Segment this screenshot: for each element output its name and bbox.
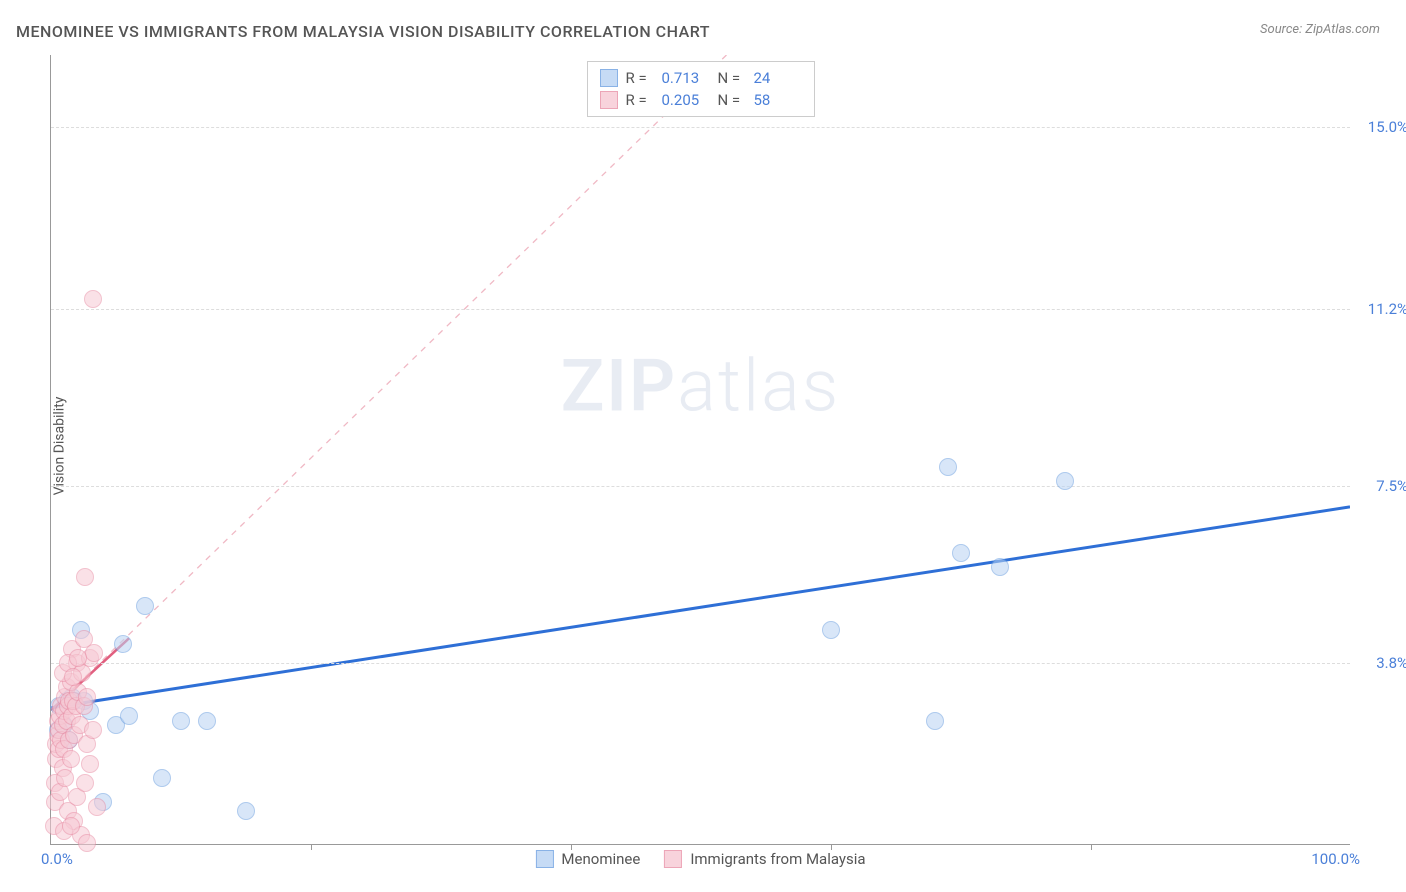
x-tick bbox=[311, 844, 312, 850]
data-point bbox=[198, 712, 216, 730]
stats-legend-row: R = 0.205 N = 58 bbox=[600, 89, 802, 111]
n-label: N = bbox=[718, 91, 746, 109]
r-value: 0.205 bbox=[662, 91, 710, 109]
chart-container: MENOMINEE VS IMMIGRANTS FROM MALAYSIA VI… bbox=[0, 0, 1406, 892]
legend-swatch bbox=[600, 69, 618, 87]
trend-lines-layer bbox=[51, 55, 1350, 844]
data-point bbox=[822, 621, 840, 639]
data-point bbox=[84, 721, 102, 739]
data-point bbox=[85, 644, 103, 662]
legend-item: Immigrants from Malaysia bbox=[664, 850, 865, 868]
plot-area: ZIPatlas R =0.713N =24R =0.205N =58 Meno… bbox=[50, 55, 1350, 845]
grid-line-horizontal bbox=[51, 127, 1350, 128]
x-tick bbox=[831, 844, 832, 850]
x-min-label: 0.0% bbox=[41, 850, 73, 868]
data-point bbox=[114, 635, 132, 653]
data-point bbox=[84, 290, 102, 308]
data-point bbox=[88, 798, 106, 816]
data-point bbox=[69, 649, 87, 667]
n-value: 58 bbox=[754, 91, 802, 109]
grid-line-horizontal bbox=[51, 663, 1350, 664]
y-tick-label: 7.5% bbox=[1376, 477, 1406, 495]
data-point bbox=[62, 817, 80, 835]
legend-label: Menominee bbox=[561, 850, 640, 868]
y-tick-label: 3.8% bbox=[1376, 654, 1406, 672]
stats-legend-row: R = 0.713 N = 24 bbox=[600, 67, 802, 89]
grid-line-horizontal bbox=[51, 486, 1350, 487]
legend-item: Menominee bbox=[535, 850, 640, 868]
chart-title: MENOMINEE VS IMMIGRANTS FROM MALAYSIA VI… bbox=[16, 22, 710, 41]
data-point bbox=[136, 597, 154, 615]
data-point bbox=[991, 558, 1009, 576]
grid-line-horizontal bbox=[51, 309, 1350, 310]
data-point bbox=[76, 568, 94, 586]
data-point bbox=[237, 802, 255, 820]
n-label: N = bbox=[718, 69, 746, 87]
y-tick-label: 15.0% bbox=[1368, 118, 1406, 136]
data-point bbox=[78, 688, 96, 706]
n-value: 24 bbox=[754, 69, 802, 87]
data-point bbox=[81, 755, 99, 773]
data-point bbox=[952, 544, 970, 562]
data-point bbox=[153, 769, 171, 787]
x-tick bbox=[571, 844, 572, 850]
data-point bbox=[172, 712, 190, 730]
source-attribution: Source: ZipAtlas.com bbox=[1260, 22, 1380, 37]
trend-line bbox=[51, 507, 1350, 708]
x-max-label: 100.0% bbox=[1311, 850, 1360, 868]
data-point bbox=[76, 774, 94, 792]
watermark-text: ZIPatlas bbox=[561, 344, 841, 429]
data-point bbox=[926, 712, 944, 730]
data-point bbox=[78, 834, 96, 852]
legend-label: Immigrants from Malaysia bbox=[690, 850, 865, 868]
y-tick-label: 11.2% bbox=[1368, 300, 1406, 318]
data-point bbox=[120, 707, 138, 725]
legend-swatch bbox=[664, 850, 682, 868]
data-point bbox=[75, 630, 93, 648]
data-point bbox=[64, 668, 82, 686]
legend-swatch bbox=[535, 850, 553, 868]
r-label: R = bbox=[626, 69, 654, 87]
x-tick bbox=[1091, 844, 1092, 850]
trend-line bbox=[51, 55, 726, 710]
r-label: R = bbox=[626, 91, 654, 109]
data-point bbox=[56, 769, 74, 787]
stats-legend-box: R = 0.713 N = 24 R = 0.205 N = 58 bbox=[587, 61, 815, 117]
data-point bbox=[939, 458, 957, 476]
series-legend: Menominee Immigrants from Malaysia bbox=[535, 850, 865, 868]
legend-swatch bbox=[600, 91, 618, 109]
data-point bbox=[1056, 472, 1074, 490]
data-point bbox=[62, 750, 80, 768]
r-value: 0.713 bbox=[662, 69, 710, 87]
